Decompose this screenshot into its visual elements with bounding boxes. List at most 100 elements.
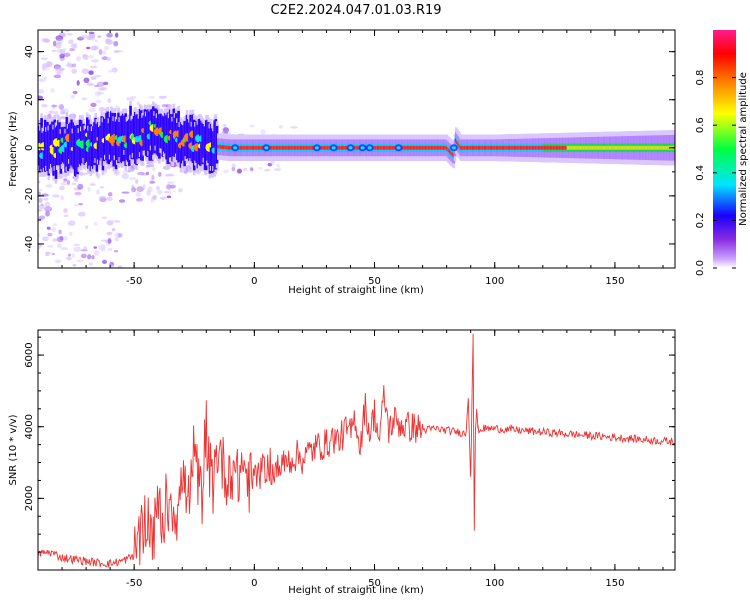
- spectrogram-blob: [87, 186, 91, 192]
- spectrogram-blob: [63, 178, 68, 182]
- spectrogram-blob: [249, 124, 255, 128]
- spectrogram-blob: [151, 196, 157, 199]
- spectrogram-blob: [109, 264, 115, 268]
- spectrogram-blob: [189, 166, 193, 173]
- snr-x-tick-label: 0: [251, 578, 257, 589]
- snr-y-ticks: 2000 4000 6000: [24, 336, 675, 571]
- spectrogram-blob: [56, 71, 62, 76]
- spectrogram-blob: [107, 247, 113, 252]
- spectrogram-blob: [101, 216, 108, 220]
- spectrogram-blob: [72, 90, 78, 95]
- spectrogram-blob: [67, 220, 76, 226]
- spectrogram-blob: [111, 228, 116, 232]
- spectrogram-blob: [52, 223, 57, 227]
- spectrogram-blob: [148, 96, 156, 99]
- spectrogram-blob: [90, 102, 97, 108]
- spectrogram-blob: [172, 190, 176, 193]
- spectrogram-blob: [66, 32, 73, 36]
- spectrogram-blob: [136, 186, 144, 193]
- spectrogram-blob: [260, 129, 266, 135]
- spectrogram-blob: [99, 197, 107, 203]
- spectrogram-blob: [146, 190, 151, 196]
- spectrogram-blob: [39, 78, 46, 83]
- spectrogram-x-tick-label: -50: [126, 276, 142, 287]
- spectrogram-x-tick-label: 100: [485, 276, 504, 287]
- spectrogram-blob: [130, 186, 135, 193]
- spectrogram-blob: [89, 65, 98, 68]
- spectrogram-blob: [91, 255, 95, 260]
- spectrogram-blob: [77, 36, 84, 41]
- spectrogram-blob: [86, 46, 91, 50]
- spectrogram-blob: [166, 173, 175, 177]
- spectrogram-blob: [63, 208, 68, 214]
- spectrogram-blob: [56, 39, 64, 43]
- spectrogram-blob: [38, 188, 43, 192]
- spectrogram-blob: [43, 197, 49, 201]
- spectrogram-blob: [103, 45, 110, 51]
- spectrogram-blob: [88, 262, 94, 266]
- spectrogram-blob: [67, 61, 72, 67]
- spectrogram-y-tick-label: 0: [24, 145, 35, 151]
- spectrogram-blob: [167, 181, 175, 184]
- spectrogram-blob: [278, 125, 283, 129]
- spectrogram-blob: [147, 186, 153, 193]
- spectrogram-blob: [142, 183, 146, 190]
- spectrogram-blob: [152, 166, 156, 172]
- spectrogram-blob: [114, 32, 119, 38]
- colorbar: 0.0 0.2 0.4 0.6 0.8 Normalized spectral ampl…: [695, 30, 749, 276]
- spectrogram-blob: [68, 253, 72, 257]
- snr-x-tick-label: 150: [605, 578, 624, 589]
- spectrogram-dip-center: [264, 146, 269, 150]
- spectrogram-blob: [54, 259, 62, 264]
- spectrogram-blob: [59, 53, 65, 59]
- spectrogram-blob: [60, 109, 66, 115]
- spectrogram-blob: [53, 110, 59, 115]
- snr-x-tick-label: 100: [485, 578, 504, 589]
- spectrogram-blob: [71, 43, 77, 49]
- spectrogram-blob: [168, 190, 172, 195]
- spectrogram-blob: [82, 246, 88, 252]
- spectrogram-blob: [38, 180, 41, 184]
- snr-x-tick-label: 50: [368, 578, 381, 589]
- spectrogram-blob: [111, 67, 118, 73]
- spectrogram-blob: [55, 35, 64, 42]
- spectrogram-y-ticks: -40 -20 0 20 40: [24, 45, 675, 269]
- spectrogram-blob: [70, 94, 75, 99]
- spectrogram-y-axis-label: Frequency (Hz): [8, 111, 19, 187]
- spectrogram-blob: [51, 104, 58, 108]
- spectrogram-blob: [78, 171, 84, 176]
- spectrogram-blob: [63, 48, 67, 51]
- spectrogram-blob: [249, 166, 254, 171]
- spectrogram-blob: [106, 220, 114, 226]
- snr-y-tick-label: 6000: [24, 342, 35, 367]
- spectrogram-dip-center: [233, 146, 238, 150]
- spectrogram-blob: [44, 206, 53, 212]
- spectrogram-blob: [45, 61, 53, 68]
- spectrogram-blob: [48, 232, 52, 237]
- spectrogram-blob: [178, 188, 183, 193]
- spectrogram-blob: [74, 191, 82, 196]
- spectrogram-blob: [145, 171, 150, 176]
- colorbar-tick-label: 0.4: [695, 165, 706, 181]
- spectrogram-blob: [60, 181, 69, 186]
- snr-y-axis-label: SNR (10 * v/v): [8, 414, 19, 485]
- spectrogram-blob: [59, 48, 66, 55]
- spectrogram-blob: [64, 30, 71, 32]
- spectrogram-blob: [149, 178, 155, 184]
- snr-series: [38, 333, 675, 568]
- spectrogram-blob: [56, 243, 62, 249]
- spectrogram-blob: [290, 126, 299, 129]
- snr-y-tick-label: 4000: [24, 414, 35, 439]
- spectrogram-blob: [121, 191, 130, 194]
- spectrogram-blob: [78, 202, 84, 206]
- spectrogram-x-axis-label: Height of straight line (km): [288, 285, 424, 296]
- colorbar-gradient: [713, 30, 736, 268]
- spectrogram-blob: [86, 82, 94, 87]
- spectrogram-blob: [48, 110, 54, 115]
- spectrogram-blob: [84, 225, 89, 229]
- spectrogram-blob: [94, 39, 98, 43]
- spectrogram-blob: [47, 232, 53, 237]
- spectrogram-blob: [250, 167, 254, 172]
- spectrogram-blob: [68, 231, 73, 236]
- colorbar-tick-label: 0.2: [695, 212, 706, 228]
